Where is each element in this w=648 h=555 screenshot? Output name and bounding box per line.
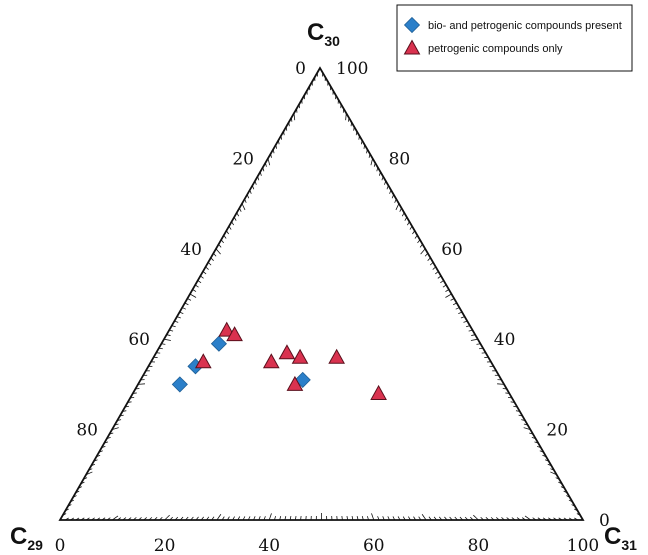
tick-label: 40 [180, 240, 202, 260]
tick-mark [216, 514, 222, 521]
tick-label: 0 [55, 536, 66, 555]
tick-label: 0 [599, 511, 610, 531]
tick-mark [470, 338, 478, 341]
tick-mark [189, 293, 197, 298]
diamond-marker [210, 335, 227, 352]
tick-label: 0 [295, 59, 306, 79]
tick-mark [268, 513, 272, 521]
legend-marker [403, 39, 421, 55]
triangle-marker [370, 384, 387, 400]
tick-label: 60 [441, 240, 463, 260]
tick-mark [215, 248, 221, 255]
tick-mark [371, 513, 375, 521]
data-points [171, 321, 387, 400]
tick-mark [137, 383, 146, 385]
triangle-marker [262, 353, 280, 369]
tick-mark [395, 203, 400, 211]
series-group [171, 335, 311, 393]
tick-label: 20 [546, 421, 568, 441]
tick-label: 80 [389, 149, 411, 169]
tick-label: 80 [76, 421, 98, 441]
tick-mark [445, 293, 452, 298]
legend-marker [403, 16, 421, 34]
tick-mark [420, 248, 426, 255]
tick-label: 40 [494, 330, 516, 350]
triangle-marker [278, 344, 296, 360]
legend-box [396, 4, 633, 72]
tick-mark [241, 203, 246, 211]
tick-label: 80 [468, 536, 490, 555]
tick-mark [163, 338, 171, 341]
legend-label: petrogenic compounds only [428, 43, 563, 55]
triangle-marker [226, 326, 243, 342]
corner-label-top: C30 [307, 19, 340, 49]
tick-marks [62, 72, 581, 521]
legend: bio- and petrogenic compounds present pet… [396, 4, 633, 72]
diamond-marker [171, 376, 188, 393]
tick-mark [497, 383, 505, 385]
triangle-marker [194, 353, 212, 369]
tick-label: 100 [336, 59, 368, 79]
triangle-marker [286, 375, 304, 391]
triangle-marker [291, 348, 309, 364]
tick-label: 40 [258, 536, 280, 555]
tick-labels: 0 20 40 60 80 100 80 60 40 20 0 0 20 40 60 80 100 [55, 59, 610, 555]
triangle-marker [218, 321, 236, 337]
triangle-marker [328, 348, 345, 364]
tick-label: 20 [154, 536, 176, 555]
tick-label: 60 [128, 330, 150, 350]
tick-label: 100 [567, 536, 599, 555]
tick-mark [421, 514, 427, 521]
tick-label: 20 [232, 149, 254, 169]
corner-label-right: C31 [604, 523, 637, 553]
tick-label: 60 [363, 536, 385, 555]
legend-label: bio- and petrogenic compounds present [428, 20, 622, 32]
series-group [194, 321, 387, 400]
ternary-triangle-frame [58, 66, 585, 521]
corner-label-left: C29 [10, 523, 43, 553]
